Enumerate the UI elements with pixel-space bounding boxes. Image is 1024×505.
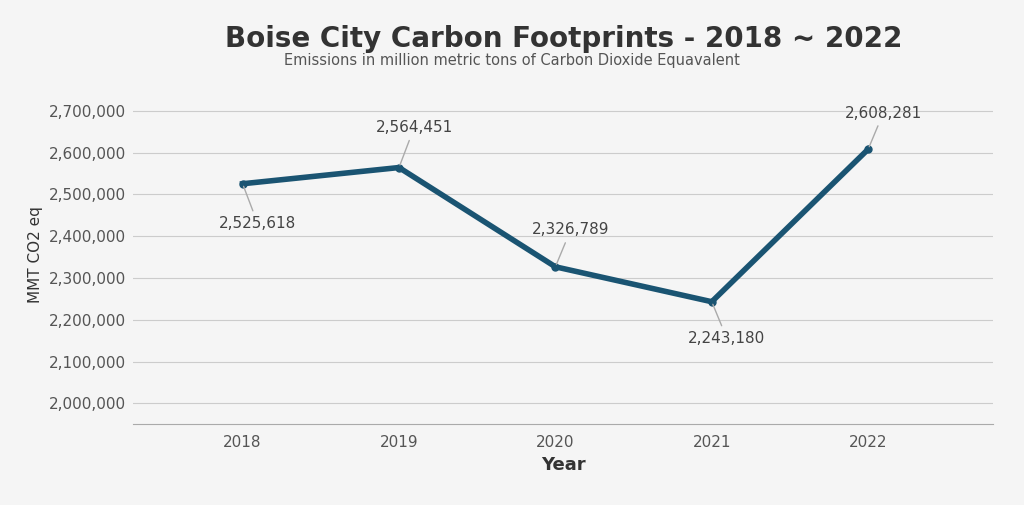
X-axis label: Year: Year — [541, 456, 586, 474]
Text: 2,608,281: 2,608,281 — [845, 106, 922, 146]
Title: Boise City Carbon Footprints - 2018 ~ 2022: Boise City Carbon Footprints - 2018 ~ 20… — [224, 25, 902, 53]
Y-axis label: MMT CO2 eq: MMT CO2 eq — [29, 207, 43, 304]
Text: Emissions in million metric tons of Carbon Dioxide Equavalent: Emissions in million metric tons of Carb… — [284, 53, 740, 68]
Text: 2,326,789: 2,326,789 — [531, 223, 609, 264]
Text: 2,525,618: 2,525,618 — [219, 186, 296, 231]
Text: 2,243,180: 2,243,180 — [688, 305, 766, 346]
Text: 2,564,451: 2,564,451 — [376, 120, 453, 165]
